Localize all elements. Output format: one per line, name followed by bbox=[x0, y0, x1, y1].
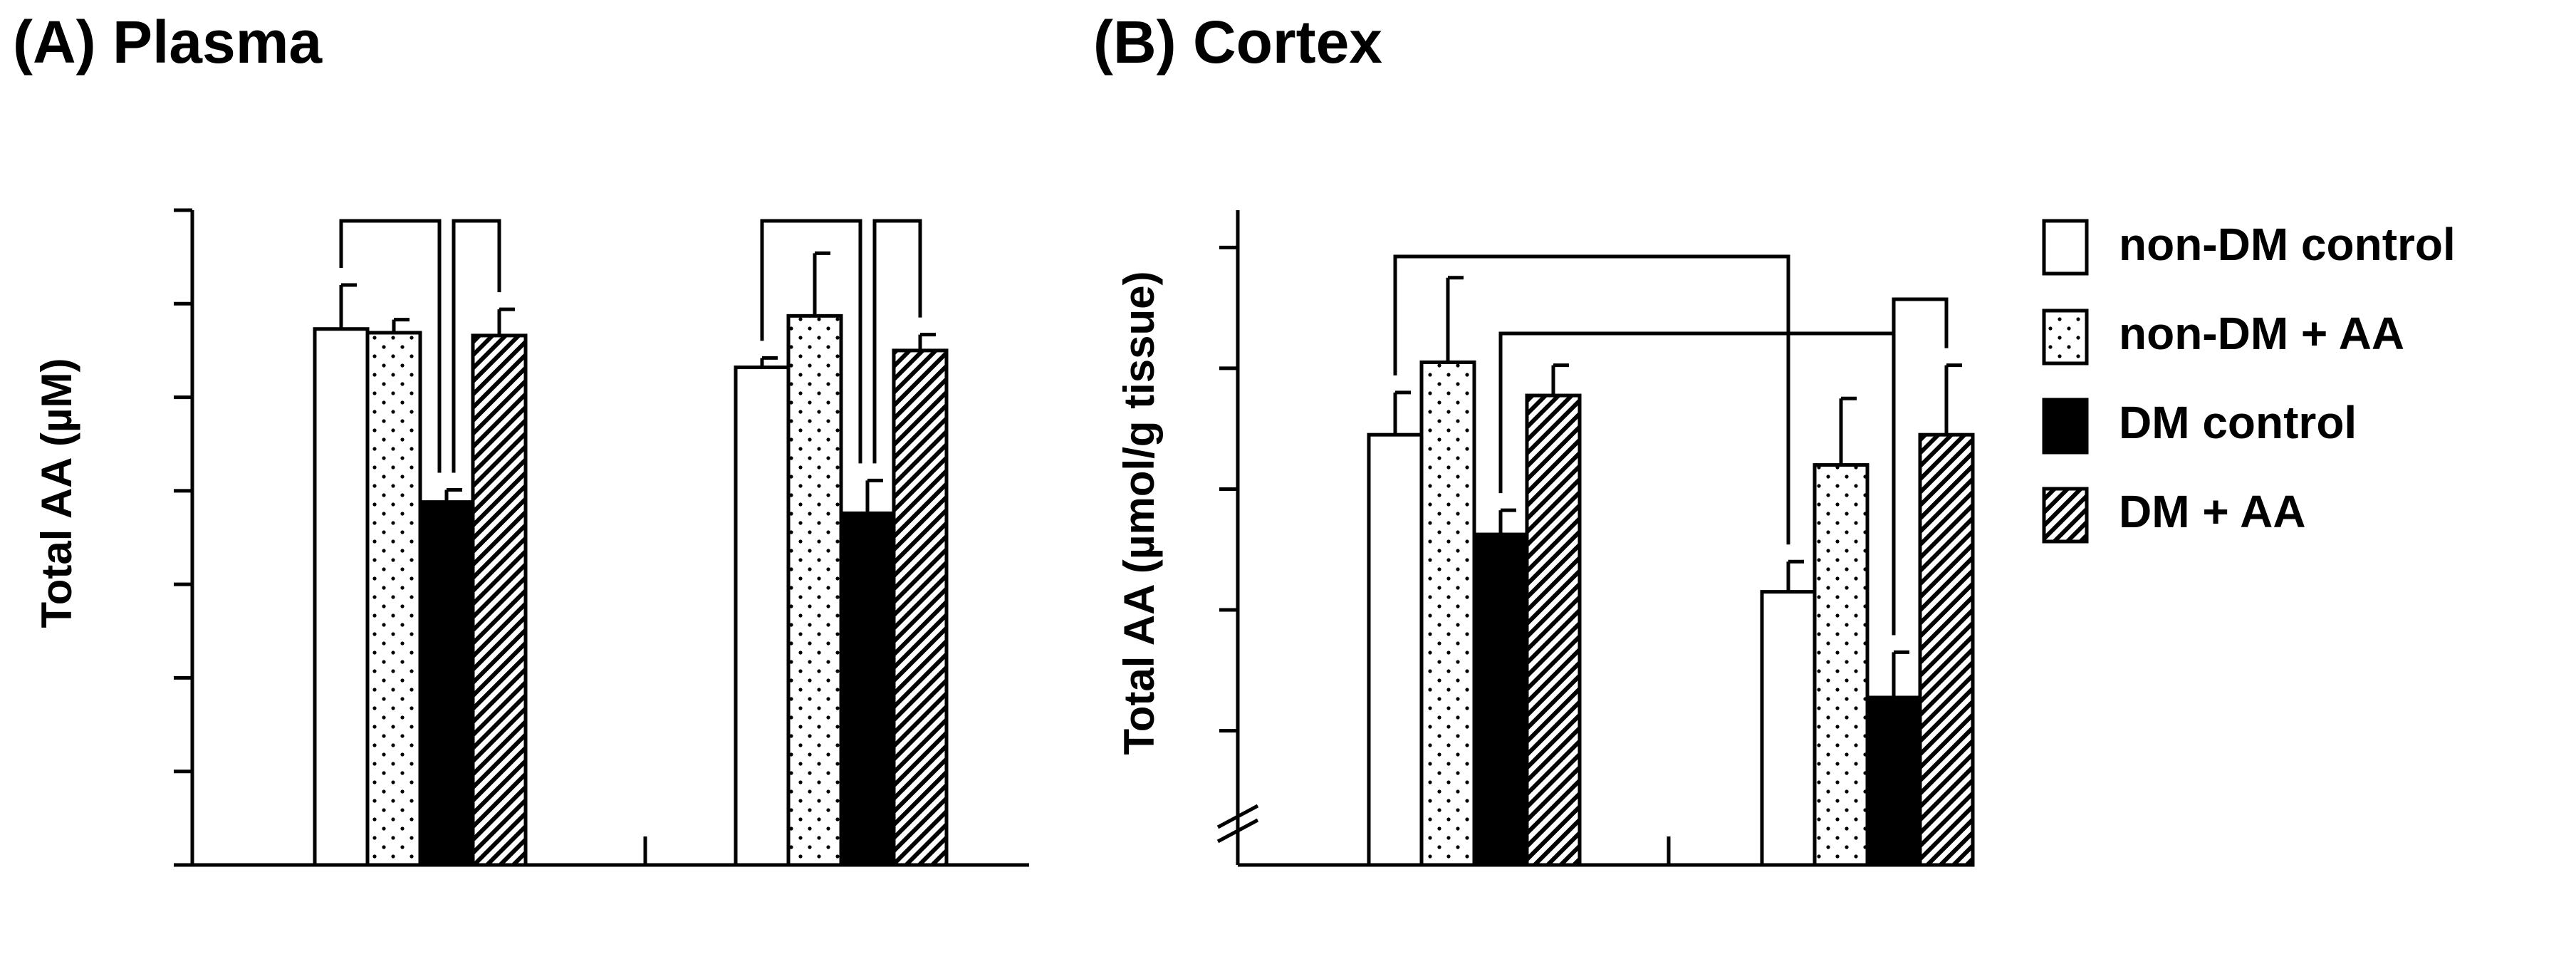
bar bbox=[471, 333, 528, 867]
legend-swatch-black bbox=[2042, 398, 2089, 455]
bar bbox=[839, 511, 896, 867]
legend-label: DM + AA bbox=[2119, 486, 2306, 537]
bar bbox=[1472, 532, 1529, 867]
bar bbox=[1760, 590, 1817, 867]
axis-break-mark bbox=[1216, 818, 1259, 844]
legend-swatch-hatch bbox=[2042, 487, 2089, 544]
bar bbox=[1419, 360, 1476, 867]
bar bbox=[1865, 695, 1922, 867]
panel-b-title: (B) Cortex bbox=[1093, 9, 1382, 76]
significance-bracket bbox=[452, 219, 501, 473]
panel-b-plot-area bbox=[1216, 210, 1975, 867]
significance-bracket bbox=[1393, 254, 1790, 545]
legend-label: non-DM + AA bbox=[2119, 308, 2404, 359]
panel-a-y-axis-title: Total AA (µM) bbox=[33, 358, 80, 628]
bar bbox=[892, 348, 949, 867]
bar bbox=[1813, 463, 1870, 867]
panel-a: (A) Plasma Total AA (µM) bbox=[13, 9, 1029, 867]
panel-a-plot-area bbox=[174, 208, 1029, 867]
significance-bracket bbox=[872, 219, 922, 464]
significance-bracket bbox=[760, 219, 862, 464]
axis-break-mark bbox=[1216, 804, 1259, 829]
legend-item-non-dm-control: non-DM control bbox=[2042, 219, 2456, 276]
panel-b: (B) Cortex Total AA (µmol/g tissue) bbox=[1093, 9, 1975, 867]
significance-bracket bbox=[1892, 297, 1949, 636]
legend-label: non-DM control bbox=[2119, 219, 2456, 270]
legend-swatch-dots bbox=[2042, 309, 2089, 366]
legend-item-dm-control: DM control bbox=[2042, 397, 2357, 455]
bar bbox=[313, 327, 370, 867]
bar bbox=[1918, 432, 1975, 867]
legend-item-non-dm-aa: non-DM + AA bbox=[2042, 308, 2404, 366]
legend-item-dm-aa: DM + AA bbox=[2042, 486, 2306, 544]
legend-label: DM control bbox=[2119, 397, 2357, 448]
bar bbox=[1525, 393, 1582, 867]
panel-a-title: (A) Plasma bbox=[13, 9, 323, 76]
bar bbox=[786, 313, 843, 867]
legend: non-DM control non-DM + AA DM control DM… bbox=[2042, 219, 2456, 544]
significance-bracket bbox=[339, 219, 442, 473]
bar bbox=[1367, 432, 1424, 867]
bar bbox=[418, 500, 475, 867]
legend-swatch-white bbox=[2042, 219, 2089, 276]
bar bbox=[734, 366, 791, 867]
panel-b-y-axis-title: Total AA (µmol/g tissue) bbox=[1115, 271, 1163, 755]
bar bbox=[365, 331, 422, 867]
